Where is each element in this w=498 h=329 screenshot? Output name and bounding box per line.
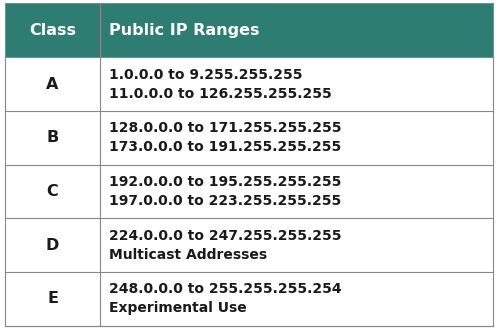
Text: B: B — [46, 130, 59, 145]
Bar — [100, 3, 493, 58]
Bar — [5, 111, 100, 165]
Bar — [100, 218, 493, 272]
Bar — [100, 111, 493, 165]
Text: 248.0.0.0 to 255.255.255.254
Experimental Use: 248.0.0.0 to 255.255.255.254 Experimenta… — [109, 282, 342, 316]
Text: D: D — [46, 238, 59, 253]
Bar — [5, 3, 100, 58]
Bar — [100, 58, 493, 111]
Text: C: C — [47, 184, 58, 199]
Text: 192.0.0.0 to 195.255.255.255
197.0.0.0 to 223.255.255.255: 192.0.0.0 to 195.255.255.255 197.0.0.0 t… — [109, 175, 342, 208]
Bar — [100, 165, 493, 218]
Bar — [5, 272, 100, 326]
Bar — [5, 165, 100, 218]
Text: Class: Class — [29, 23, 76, 38]
Bar — [5, 58, 100, 111]
Bar — [5, 218, 100, 272]
Text: 1.0.0.0 to 9.255.255.255
11.0.0.0 to 126.255.255.255: 1.0.0.0 to 9.255.255.255 11.0.0.0 to 126… — [109, 68, 332, 101]
Text: 224.0.0.0 to 247.255.255.255
Multicast Addresses: 224.0.0.0 to 247.255.255.255 Multicast A… — [109, 229, 342, 262]
Text: 128.0.0.0 to 171.255.255.255
173.0.0.0 to 191.255.255.255: 128.0.0.0 to 171.255.255.255 173.0.0.0 t… — [109, 121, 342, 154]
Text: A: A — [46, 77, 59, 92]
Bar — [100, 272, 493, 326]
Text: Public IP Ranges: Public IP Ranges — [109, 23, 259, 38]
Text: E: E — [47, 291, 58, 306]
